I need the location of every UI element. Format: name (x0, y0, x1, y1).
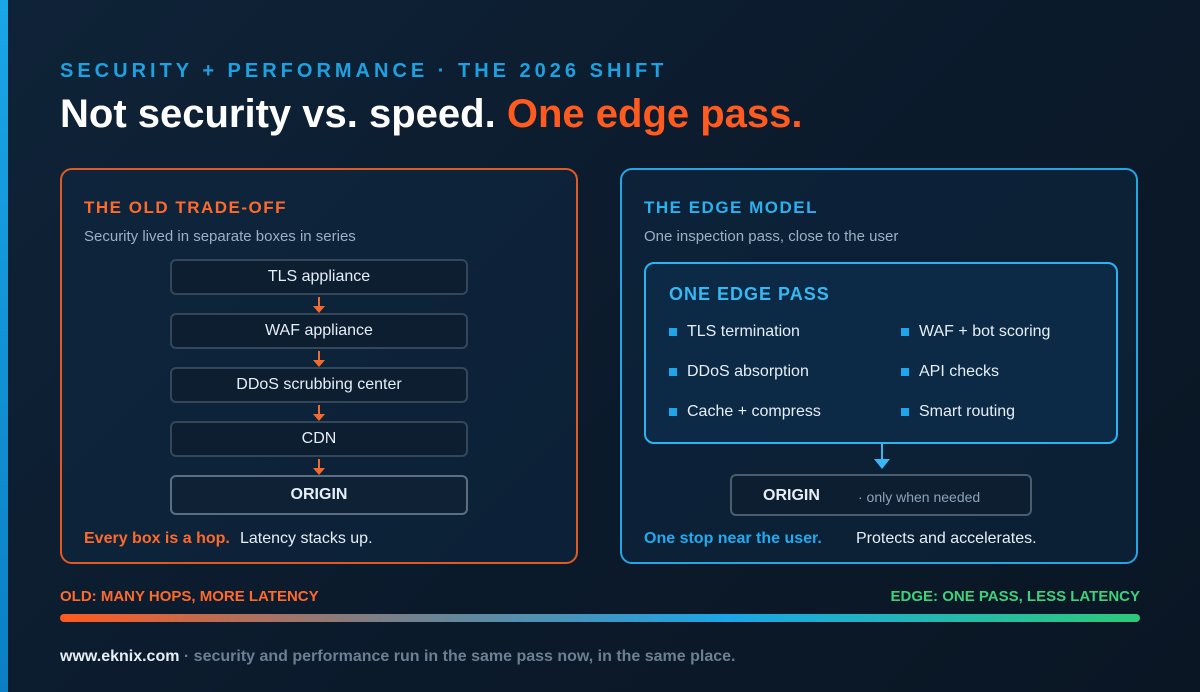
left-accent-bar (0, 0, 8, 692)
edge-panel-title: THE EDGE MODEL (644, 198, 819, 217)
edge-footnote-rest: Protects and accelerates. (856, 530, 1037, 547)
old-footnote-strong: Every box is a hop. (84, 530, 230, 547)
down-arrow-icon (313, 405, 325, 421)
down-arrow-icon (313, 297, 325, 313)
origin-note: · only when needed (858, 489, 981, 505)
scale-right-label: EDGE: ONE PASS, LESS LATENCY (890, 588, 1140, 605)
old-panel-title: THE OLD TRADE-OFF (84, 198, 288, 217)
feature-item: WAF + bot scoring (901, 323, 1050, 341)
square-bullet-icon (669, 408, 677, 416)
feature-item: TLS termination (669, 323, 800, 341)
stage-ddos-scrubbing: DDoS scrubbing center (170, 367, 468, 403)
stage-tls-appliance: TLS appliance (170, 259, 468, 295)
old-tradeoff-panel: THE OLD TRADE-OFF Security lived in sepa… (60, 168, 578, 564)
footer: www.eknix.com · security and performance… (60, 648, 735, 666)
footer-site: www.eknix.com (60, 648, 180, 665)
stage-origin: ORIGIN (170, 475, 468, 515)
down-arrow-icon (313, 351, 325, 367)
square-bullet-icon (669, 328, 677, 336)
feature-item: API checks (901, 363, 999, 381)
scale-left-label: OLD: MANY HOPS, MORE LATENCY (60, 588, 319, 605)
feature-item: Cache + compress (669, 403, 821, 421)
down-arrow-icon (874, 444, 890, 470)
edge-origin-box: ORIGIN · only when needed (730, 474, 1032, 516)
page-title: Not security vs. speed. One edge pass. (60, 92, 803, 137)
one-edge-pass-box: ONE EDGE PASS TLS termination WAF + bot … (644, 262, 1118, 444)
square-bullet-icon (901, 328, 909, 336)
square-bullet-icon (669, 368, 677, 376)
square-bullet-icon (901, 368, 909, 376)
stage-cdn: CDN (170, 421, 468, 457)
latency-gradient-bar (60, 614, 1140, 622)
stage-waf-appliance: WAF appliance (170, 313, 468, 349)
footer-message: · security and performance run in the sa… (183, 648, 736, 665)
edge-pass-title: ONE EDGE PASS (669, 284, 830, 304)
feature-item: Smart routing (901, 403, 1015, 421)
old-panel-subtitle: Security lived in separate boxes in seri… (84, 228, 356, 245)
headline-highlight: One edge pass. (506, 92, 803, 136)
edge-footnote-strong: One stop near the user. (644, 530, 822, 547)
origin-label: ORIGIN (763, 487, 820, 504)
edge-panel-subtitle: One inspection pass, close to the user (644, 228, 899, 245)
down-arrow-icon (313, 459, 325, 475)
square-bullet-icon (901, 408, 909, 416)
old-footnote-rest: Latency stacks up. (240, 530, 373, 547)
headline-main: Not security vs. speed. (60, 92, 496, 136)
feature-item: DDoS absorption (669, 363, 809, 381)
edge-model-panel: THE EDGE MODEL One inspection pass, clos… (620, 168, 1138, 564)
eyebrow: SECURITY + PERFORMANCE · THE 2026 SHIFT (60, 60, 668, 82)
